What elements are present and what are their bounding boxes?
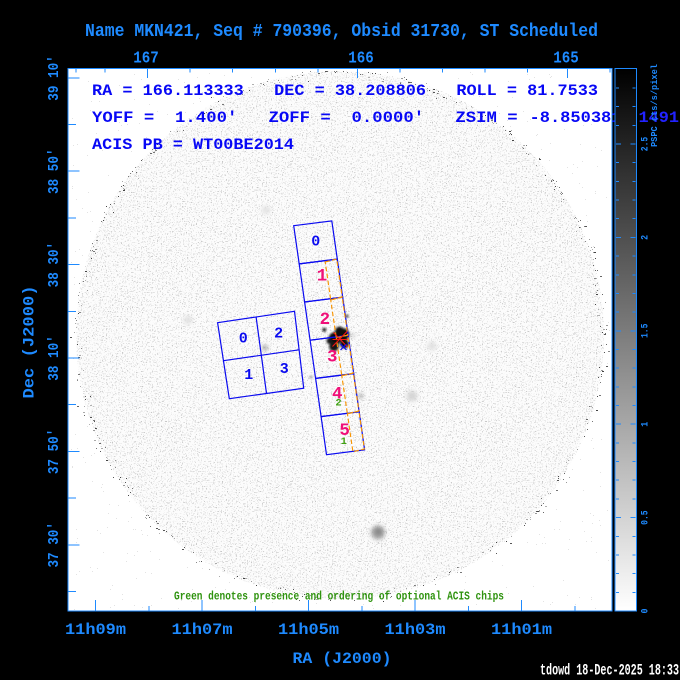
svg-text:RA = 166.113333 DEC = 38.208: RA = 166.113333 DEC = 38.208806 ROLL = 8… (92, 82, 598, 100)
svg-text:1.5: 1.5 (641, 324, 652, 339)
svg-text:11h01m: 11h01m (491, 621, 552, 639)
svg-text:1: 1 (641, 422, 652, 427)
svg-text:Green denotes presence and ord: Green denotes presence and ordering of o… (174, 590, 504, 604)
svg-text:1: 1 (317, 267, 328, 287)
svg-text:3: 3 (280, 361, 289, 378)
svg-text:tdowd 18-Dec-2025 18:33: tdowd 18-Dec-2025 18:33 (540, 662, 679, 680)
svg-text:2: 2 (274, 326, 283, 343)
svg-text:Name MKN421, Seq # 790396, Obs: Name MKN421, Seq # 790396, Obsid 31730, … (85, 22, 598, 42)
svg-text:2: 2 (641, 235, 652, 240)
svg-text:37 30': 37 30' (46, 522, 63, 568)
svg-text:2: 2 (335, 398, 341, 410)
svg-text:RA (J2000): RA (J2000) (293, 650, 392, 668)
svg-text:11h09m: 11h09m (65, 621, 126, 639)
svg-text:0: 0 (641, 609, 652, 614)
svg-text:YOFF = 1.400' ZOFF = 0.000: YOFF = 1.400' ZOFF = 0.0000' ZSIM = (92, 109, 528, 127)
svg-text:165: 165 (553, 50, 579, 69)
svg-text:38 10': 38 10' (46, 335, 63, 381)
svg-text:0: 0 (311, 234, 320, 251)
svg-text:11h05m: 11h05m (278, 621, 339, 639)
svg-text:ACIS PB = WT00BE2014: ACIS PB = WT00BE2014 (92, 136, 294, 154)
svg-text:167: 167 (133, 50, 159, 69)
svg-text:39 10': 39 10' (46, 55, 63, 101)
svg-text:166: 166 (348, 50, 374, 69)
svg-text:1: 1 (341, 436, 347, 448)
svg-text:5: 5 (339, 421, 350, 441)
svg-text:38 30': 38 30' (46, 242, 63, 288)
svg-text:1491: 1491 (639, 109, 680, 127)
svg-text:PSPC cts/s/pixel: PSPC cts/s/pixel (649, 64, 660, 147)
svg-text:3: 3 (327, 347, 338, 367)
svg-text:2.5: 2.5 (641, 137, 652, 152)
svg-text:37 50': 37 50' (46, 429, 63, 475)
svg-text:2: 2 (320, 310, 331, 330)
svg-text:0.5: 0.5 (641, 510, 652, 525)
svg-text:Dec (J2000): Dec (J2000) (21, 286, 39, 399)
svg-text:11h03m: 11h03m (385, 621, 446, 639)
svg-text:0: 0 (239, 331, 248, 348)
svg-text:11h07m: 11h07m (172, 621, 233, 639)
svg-text:4: 4 (332, 385, 343, 405)
svg-text:1: 1 (244, 367, 253, 384)
svg-text:-8.850381: -8.850381 (530, 109, 622, 127)
svg-text:38 50': 38 50' (46, 148, 63, 194)
